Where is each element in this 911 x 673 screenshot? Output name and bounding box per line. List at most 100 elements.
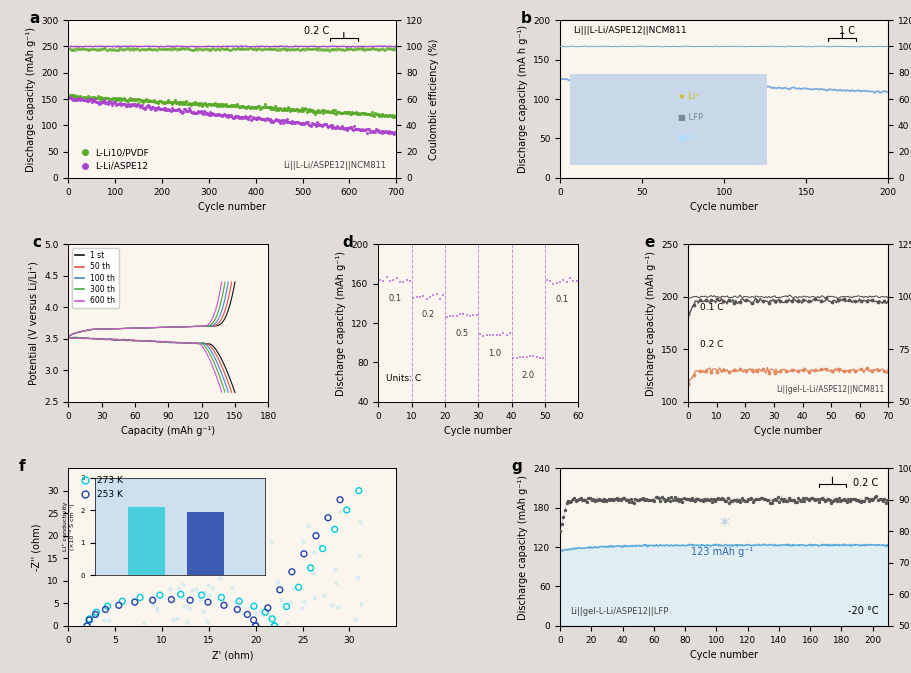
Point — [578, 495, 592, 505]
Point — [766, 495, 781, 505]
Point — [130, 94, 145, 104]
Point — [305, 106, 320, 117]
Point — [769, 494, 783, 505]
Point — [200, 597, 215, 608]
Point — [101, 93, 116, 104]
Point — [136, 103, 150, 114]
Point — [333, 44, 348, 55]
Text: 0.2: 0.2 — [422, 310, 435, 319]
Point — [236, 112, 251, 123]
Point — [349, 123, 363, 134]
Text: -20 °C: -20 °C — [848, 606, 878, 616]
Point — [433, 293, 447, 304]
Point — [559, 498, 574, 509]
Point — [315, 44, 330, 55]
Point — [834, 495, 849, 505]
Point — [351, 43, 365, 54]
Point — [239, 103, 253, 114]
Point — [189, 108, 203, 118]
Point — [317, 118, 332, 129]
Point — [323, 43, 338, 54]
Point — [389, 43, 404, 54]
Point — [750, 295, 764, 306]
Point — [200, 100, 214, 111]
Point — [796, 295, 811, 306]
Point — [297, 104, 312, 114]
Point — [321, 512, 335, 523]
Point — [836, 365, 851, 376]
Point — [373, 109, 387, 120]
Point — [210, 110, 225, 120]
Point — [176, 96, 190, 107]
Point — [282, 597, 297, 608]
Point — [329, 123, 343, 134]
Point — [274, 44, 289, 55]
Point — [266, 44, 281, 55]
Point — [212, 109, 227, 120]
Point — [177, 104, 191, 115]
Point — [208, 109, 222, 120]
Text: *: * — [720, 516, 729, 535]
Point — [854, 296, 868, 307]
Point — [183, 100, 198, 110]
Point — [856, 495, 871, 506]
Point — [513, 352, 527, 363]
Point — [687, 299, 701, 310]
Point — [154, 104, 169, 115]
Point — [95, 44, 109, 55]
Point — [272, 584, 287, 595]
Point — [88, 44, 103, 55]
Point — [297, 596, 312, 606]
Point — [74, 44, 88, 55]
Point — [218, 99, 232, 110]
Point — [241, 113, 255, 124]
Point — [611, 495, 626, 505]
Point — [443, 311, 457, 322]
Point — [801, 494, 815, 505]
Point — [261, 102, 275, 112]
Point — [337, 122, 352, 133]
Point — [843, 495, 857, 506]
Point — [558, 505, 572, 516]
Point — [102, 614, 117, 625]
Point — [192, 106, 207, 117]
Point — [310, 43, 324, 54]
Point — [209, 44, 223, 55]
Point — [338, 44, 353, 55]
Point — [387, 44, 402, 55]
Point — [342, 43, 356, 54]
Point — [334, 108, 349, 118]
Point — [780, 496, 794, 507]
Point — [130, 43, 145, 54]
Point — [271, 44, 285, 55]
Point — [63, 91, 77, 102]
Point — [536, 352, 550, 363]
Point — [722, 497, 737, 508]
Point — [813, 493, 827, 504]
Point — [314, 44, 329, 55]
Point — [185, 99, 200, 110]
Point — [319, 107, 333, 118]
Point — [255, 44, 270, 55]
Text: 0.2 C: 0.2 C — [304, 26, 330, 36]
Point — [171, 43, 186, 54]
Point — [854, 497, 868, 507]
Point — [175, 43, 189, 54]
Point — [750, 365, 764, 376]
Point — [756, 363, 771, 374]
Point — [228, 596, 242, 607]
Point — [287, 44, 302, 55]
Point — [744, 297, 759, 308]
Point — [331, 106, 345, 117]
Point — [271, 105, 285, 116]
Point — [126, 44, 140, 55]
Point — [110, 98, 125, 109]
Point — [660, 495, 674, 505]
Point — [71, 92, 86, 102]
Point — [151, 102, 166, 113]
Point — [177, 601, 191, 612]
Point — [229, 101, 243, 112]
Point — [212, 573, 227, 583]
Point — [630, 495, 644, 505]
Point — [653, 496, 668, 507]
